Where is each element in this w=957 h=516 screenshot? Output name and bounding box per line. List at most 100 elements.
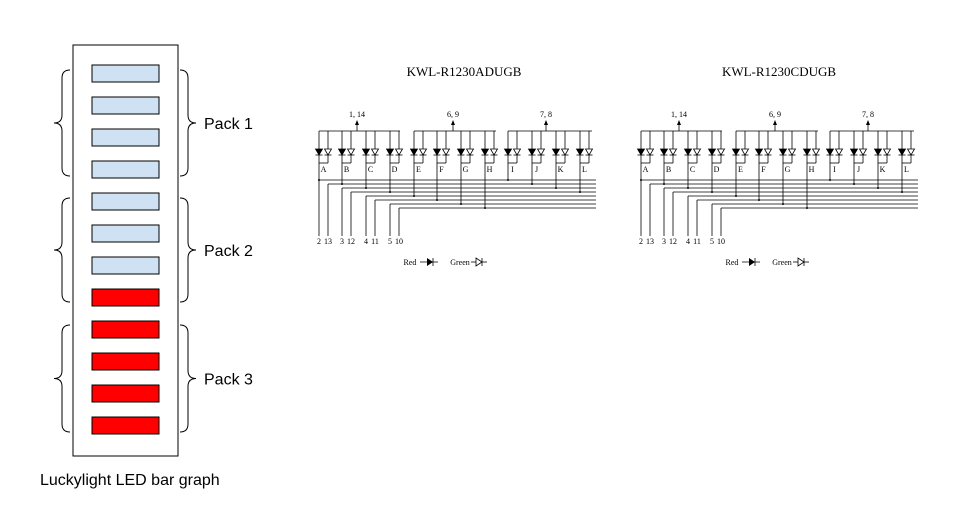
pin-number: 4: [364, 237, 368, 246]
bar-segment: [91, 384, 160, 403]
segment-letter: L: [582, 165, 587, 174]
left-brace: [53, 197, 71, 303]
pin-arrow: [451, 120, 455, 125]
legend-red-label: Red: [726, 258, 739, 267]
red-led-symbol: [778, 148, 788, 156]
right-brace: [179, 69, 197, 177]
green-led-symbol: [370, 148, 380, 156]
bar-segment: [91, 192, 160, 211]
green-led-symbol: [716, 148, 726, 156]
red-led-symbol: [527, 148, 537, 156]
segment-letter: L: [904, 165, 909, 174]
right-brace: [179, 324, 197, 433]
green-led-symbol: [441, 148, 451, 156]
bar-segment: [91, 256, 160, 275]
bar-segment: [91, 128, 160, 147]
segment-letter: J: [535, 165, 538, 174]
bar-segment: [91, 288, 160, 307]
legend-green-diode: [475, 257, 483, 267]
segment-letter: K: [558, 165, 564, 174]
legend-red-label: Red: [404, 258, 417, 267]
left-brace: [53, 69, 71, 177]
segment-letter: F: [761, 165, 766, 174]
green-led-symbol: [394, 148, 404, 156]
green-led-symbol: [346, 148, 356, 156]
red-led-symbol: [683, 148, 693, 156]
bar-segment: [91, 320, 160, 339]
green-led-symbol: [668, 148, 678, 156]
red-led-symbol: [897, 148, 907, 156]
green-led-symbol: [489, 148, 499, 156]
schematic-title: KWL-R1230ADUGB: [407, 64, 522, 79]
legend-green-label: Green: [450, 258, 470, 267]
green-led-symbol: [692, 148, 702, 156]
green-led-symbol: [763, 148, 773, 156]
common-pin-label: 6, 9: [769, 110, 781, 119]
segment-letter: I: [833, 165, 836, 174]
red-led-symbol: [503, 148, 513, 156]
legend-red-diode: [427, 258, 433, 266]
red-led-symbol: [707, 148, 717, 156]
right-brace: [179, 197, 197, 303]
green-led-symbol: [465, 148, 475, 156]
led-bar-graph: Pack 1 Pack 2 Pack 3 Luckylight LED bar gr…: [40, 44, 253, 489]
segment-letter: B: [666, 165, 671, 174]
red-led-symbol: [575, 148, 585, 156]
common-pin-label: 7, 8: [540, 110, 552, 119]
red-led-symbol: [659, 148, 669, 156]
green-led-symbol: [512, 148, 522, 156]
red-led-symbol: [337, 148, 347, 156]
green-led-symbol: [834, 148, 844, 156]
red-led-symbol: [636, 148, 646, 156]
pin-number: 13: [324, 237, 332, 246]
green-led-symbol: [906, 148, 916, 156]
bar-segment: [91, 224, 160, 243]
green-led-symbol: [858, 148, 868, 156]
pin-number: 12: [347, 237, 355, 246]
red-led-symbol: [754, 148, 764, 156]
pin-number: 3: [662, 237, 666, 246]
red-led-symbol: [731, 148, 741, 156]
segment-letter: F: [439, 165, 444, 174]
common-pin-label: 1, 14: [671, 110, 687, 119]
pin-number: 11: [693, 237, 701, 246]
common-pin-label: 7, 8: [862, 110, 874, 119]
pin-number: 3: [340, 237, 344, 246]
segment-letter: A: [643, 165, 649, 174]
green-led-symbol: [740, 148, 750, 156]
bar-segments: [91, 64, 160, 435]
pin-number: 5: [710, 237, 714, 246]
segment-letter: D: [714, 165, 720, 174]
red-led-symbol: [314, 148, 324, 156]
left-brace: [53, 324, 71, 433]
segment-letter: H: [809, 165, 815, 174]
segment-letter: G: [785, 165, 791, 174]
segment-letter: C: [690, 165, 695, 174]
bar-graph-caption: Luckylight LED bar graph: [40, 472, 220, 489]
left-braces: [53, 69, 71, 433]
red-led-symbol: [409, 148, 419, 156]
pin-number: 10: [717, 237, 725, 246]
bar-segment: [91, 416, 160, 435]
segment-letter: C: [368, 165, 373, 174]
legend-green-label: Green: [772, 258, 792, 267]
legend-green-diode: [797, 257, 805, 267]
red-led-symbol: [456, 148, 466, 156]
bar-segment: [91, 96, 160, 115]
pack-labels: Pack 1 Pack 2 Pack 3: [204, 116, 253, 389]
red-led-symbol: [802, 148, 812, 156]
pin-number: 2: [317, 237, 321, 246]
segment-letter: G: [463, 165, 469, 174]
right-braces: [179, 69, 197, 433]
common-pin-label: 1, 14: [349, 110, 365, 119]
pack-label: Pack 2: [204, 243, 253, 260]
schematic-adugb: KWL-R1230ADUGB 1, 14 6, 9 7, 8 A B C D E F G H I J K L…: [314, 64, 596, 267]
pin-number: 5: [388, 237, 392, 246]
pin-number: 12: [669, 237, 677, 246]
segment-letter: E: [416, 165, 421, 174]
green-led-symbol: [811, 148, 821, 156]
pin-arrow: [866, 120, 870, 125]
green-led-symbol: [882, 148, 892, 156]
pin-arrow: [544, 120, 548, 125]
